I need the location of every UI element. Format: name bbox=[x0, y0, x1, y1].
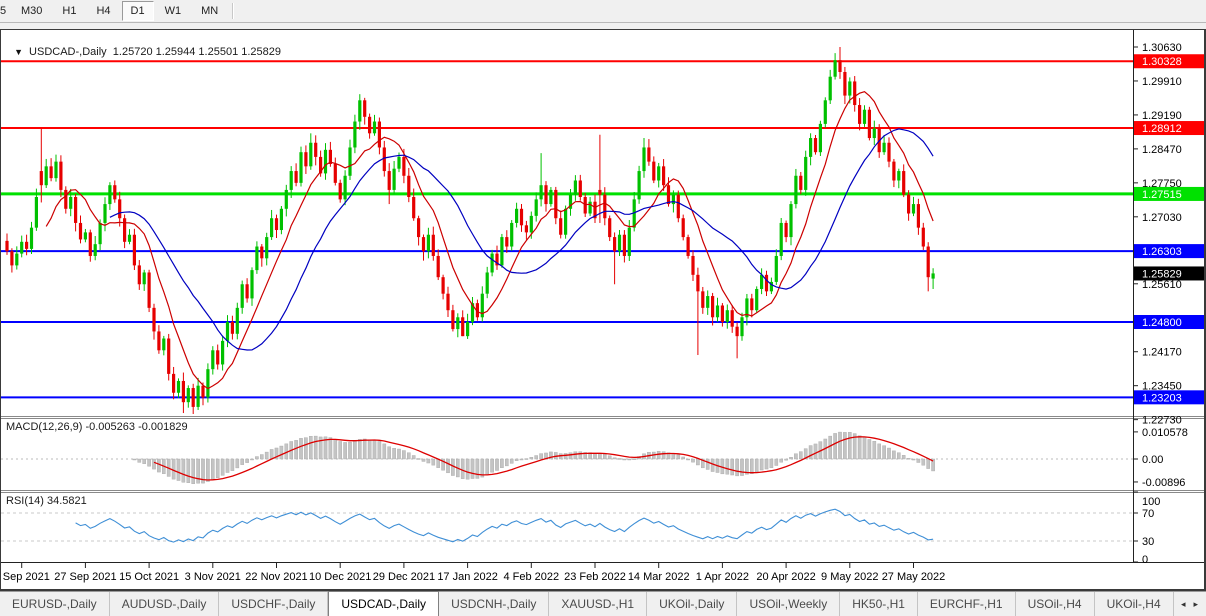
ma-fast-line bbox=[45, 91, 934, 390]
rsi-indicator-label: RSI(14) 34.5821 bbox=[6, 495, 87, 507]
svg-text:1.26303: 1.26303 bbox=[1142, 246, 1182, 258]
svg-text:1.23203: 1.23203 bbox=[1142, 392, 1182, 404]
svg-text:14 Mar 2022: 14 Mar 2022 bbox=[628, 571, 690, 583]
chart-title-symbol: USDCAD-,Daily bbox=[29, 46, 107, 58]
svg-text:1.25829: 1.25829 bbox=[1142, 268, 1182, 280]
macd-pane bbox=[1, 431, 1133, 484]
timeframe-button-D1[interactable]: D1 bbox=[121, 1, 154, 21]
svg-text:1.24170: 1.24170 bbox=[1142, 347, 1182, 359]
tab-UKOil-H4[interactable]: UKOil-,H4 bbox=[1095, 592, 1174, 616]
svg-text:1.28912: 1.28912 bbox=[1142, 123, 1182, 135]
svg-text:4 Feb 2022: 4 Feb 2022 bbox=[503, 571, 559, 583]
svg-text:1.25610: 1.25610 bbox=[1142, 279, 1182, 291]
svg-text:-0.00896: -0.00896 bbox=[1142, 477, 1185, 489]
symbol-tabbar: EURUSD-,Daily AUDUSD-,Daily USDCHF-,Daily U… bbox=[0, 591, 1206, 616]
svg-text:1.27750: 1.27750 bbox=[1142, 178, 1182, 190]
chart-title-ohlc: 1.25720 1.25944 1.25501 1.25829 bbox=[112, 46, 282, 58]
timeframe-button-H4[interactable]: H4 bbox=[96, 5, 111, 17]
chart-window-frame bbox=[0, 29, 1205, 590]
tab-USOil-Weekly[interactable]: USOil-,Weekly bbox=[737, 592, 841, 616]
rsi-pane bbox=[1, 508, 1133, 543]
rsi-line bbox=[75, 508, 934, 543]
chart-title-bar: ▼ USDCAD-,Daily 1.25720 1.25944 1.25501 1… bbox=[8, 34, 281, 58]
timeframe-button-M30[interactable]: M30 bbox=[21, 5, 43, 17]
svg-text:9 May 2022: 9 May 2022 bbox=[821, 571, 878, 583]
tab-AUDUSD-Daily[interactable]: AUDUSD-,Daily bbox=[110, 592, 220, 616]
timeframe-button-H1[interactable]: H1 bbox=[62, 5, 77, 17]
svg-text:10 Dec 2021: 10 Dec 2021 bbox=[309, 571, 371, 583]
tab-XAUUSD-H1[interactable]: XAUUSD-,H1 bbox=[549, 592, 648, 616]
toolbar-divider bbox=[232, 3, 235, 19]
svg-text:17 Jan 2022: 17 Jan 2022 bbox=[437, 571, 498, 583]
svg-text:1.29190: 1.29190 bbox=[1142, 110, 1182, 122]
svg-text:22 Nov 2021: 22 Nov 2021 bbox=[245, 571, 307, 583]
tab-scroll-right-icon[interactable]: ▸ bbox=[1193, 598, 1198, 609]
macd-indicator-label: MACD(12,26,9) -0.005263 -0.001829 bbox=[6, 421, 188, 433]
level-price-labels: 1.30328 1.28912 1.27515 1.26303 1.24800 1.232… bbox=[1134, 54, 1204, 405]
svg-text:30: 30 bbox=[1142, 536, 1154, 548]
timeframe-button-5[interactable]: 5 bbox=[0, 5, 7, 17]
svg-text:1.27515: 1.27515 bbox=[1142, 189, 1182, 201]
current-price-label: 1.25829 bbox=[1134, 266, 1204, 281]
svg-text:3 Nov 2021: 3 Nov 2021 bbox=[185, 571, 241, 583]
tab-EURUSD-Daily[interactable]: EURUSD-,Daily bbox=[0, 592, 110, 616]
tab-USDCNH-Daily[interactable]: USDCNH-,Daily bbox=[439, 592, 550, 616]
svg-text:1.27030: 1.27030 bbox=[1142, 212, 1182, 224]
symbol-dropdown-icon[interactable]: ▼ bbox=[14, 47, 24, 57]
svg-text:0.010578: 0.010578 bbox=[1142, 427, 1188, 439]
svg-text:1.30328: 1.30328 bbox=[1142, 56, 1182, 68]
macd-signal-line bbox=[153, 436, 934, 481]
timeframe-button-W1[interactable]: W1 bbox=[164, 5, 182, 17]
candlestick-series bbox=[5, 47, 935, 414]
tab-USDCHF-Daily[interactable]: USDCHF-,Daily bbox=[219, 592, 329, 616]
svg-text:1.30630: 1.30630 bbox=[1142, 42, 1182, 54]
svg-text:1.22730: 1.22730 bbox=[1142, 415, 1182, 427]
svg-text:29 Dec 2021: 29 Dec 2021 bbox=[373, 571, 435, 583]
tab-EURCHF-H1[interactable]: EURCHF-,H1 bbox=[918, 592, 1016, 616]
svg-text:1.24800: 1.24800 bbox=[1142, 317, 1182, 329]
tab-scroll-left-icon[interactable]: ◂ bbox=[1180, 598, 1186, 609]
price-axis[interactable]: 1.30630 1.29910 1.29190 1.28470 1.27750 1.270… bbox=[1133, 42, 1182, 427]
timeframe-button-MN[interactable]: MN bbox=[201, 5, 219, 17]
tab-USDCAD-Daily[interactable]: USDCAD-,Daily bbox=[328, 591, 440, 616]
timeframe-toolbar: 5 M30 H1 H4 D1 W1 MN bbox=[0, 0, 1206, 23]
ma-slow-line bbox=[109, 128, 934, 351]
tab-HK50-H1[interactable]: HK50-,H1 bbox=[840, 592, 918, 616]
svg-text:27 Sep 2021: 27 Sep 2021 bbox=[54, 571, 116, 583]
svg-text:0: 0 bbox=[1142, 554, 1148, 566]
horizontal-levels bbox=[1, 60, 1133, 399]
tab-USOil-H4[interactable]: USOil-,H4 bbox=[1016, 592, 1095, 616]
svg-text:0.00: 0.00 bbox=[1142, 454, 1163, 466]
svg-text:1.23450: 1.23450 bbox=[1142, 381, 1182, 393]
svg-text:15 Oct 2021: 15 Oct 2021 bbox=[119, 571, 179, 583]
svg-text:8 Sep 2021: 8 Sep 2021 bbox=[0, 571, 50, 583]
svg-text:1.28470: 1.28470 bbox=[1142, 144, 1182, 156]
svg-text:1 Apr 2022: 1 Apr 2022 bbox=[696, 571, 749, 583]
svg-text:27 May 2022: 27 May 2022 bbox=[882, 571, 946, 583]
svg-text:23 Feb 2022: 23 Feb 2022 bbox=[564, 571, 626, 583]
svg-text:20 Apr 2022: 20 Apr 2022 bbox=[756, 571, 815, 583]
tab-UKOil-Daily[interactable]: UKOil-,Daily bbox=[647, 592, 738, 616]
svg-text:1.29910: 1.29910 bbox=[1142, 76, 1182, 88]
svg-text:100: 100 bbox=[1142, 496, 1160, 508]
svg-text:70: 70 bbox=[1142, 508, 1154, 520]
